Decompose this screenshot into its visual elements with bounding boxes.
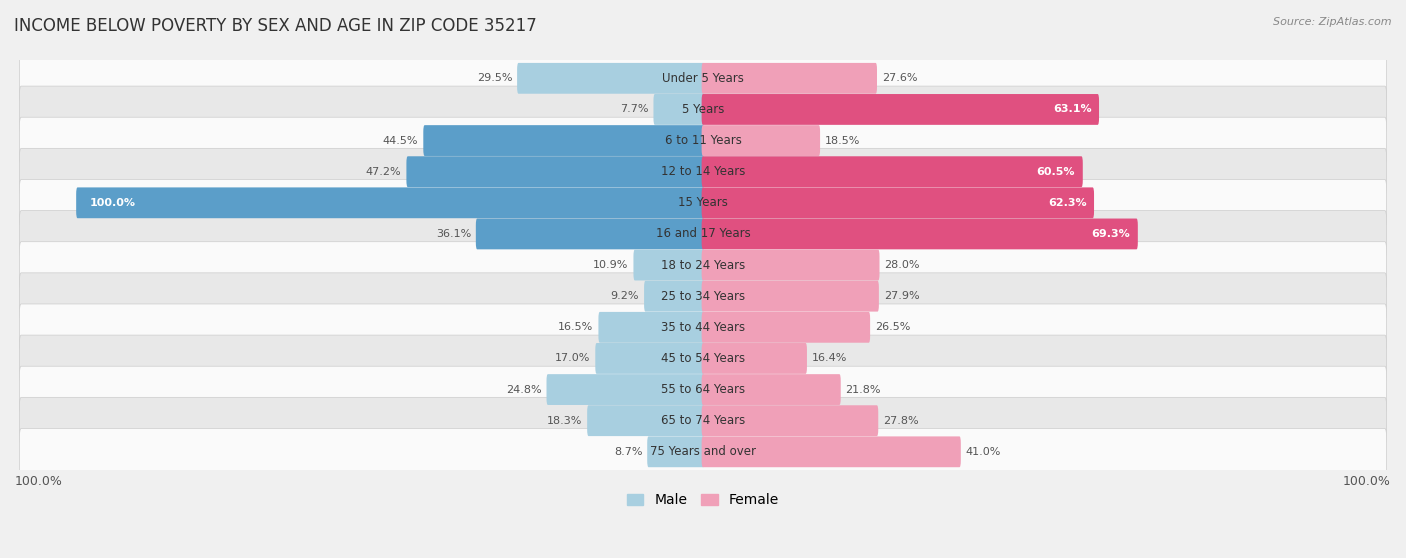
Text: 18.5%: 18.5% [825,136,860,146]
FancyBboxPatch shape [702,187,1094,218]
FancyBboxPatch shape [20,242,1386,288]
FancyBboxPatch shape [20,117,1386,164]
Text: 26.5%: 26.5% [875,323,910,333]
Text: Under 5 Years: Under 5 Years [662,72,744,85]
FancyBboxPatch shape [588,405,704,436]
Text: 65 to 74 Years: 65 to 74 Years [661,414,745,427]
Text: 100.0%: 100.0% [90,198,136,208]
FancyBboxPatch shape [20,397,1386,444]
Text: INCOME BELOW POVERTY BY SEX AND AGE IN ZIP CODE 35217: INCOME BELOW POVERTY BY SEX AND AGE IN Z… [14,17,537,35]
Text: 10.9%: 10.9% [593,260,628,270]
FancyBboxPatch shape [423,125,704,156]
FancyBboxPatch shape [599,312,704,343]
Text: 45 to 54 Years: 45 to 54 Years [661,352,745,365]
Text: 36.1%: 36.1% [436,229,471,239]
Text: 16.4%: 16.4% [811,353,848,363]
FancyBboxPatch shape [517,63,704,94]
FancyBboxPatch shape [20,86,1386,133]
FancyBboxPatch shape [702,94,1099,125]
Legend: Male, Female: Male, Female [621,488,785,513]
FancyBboxPatch shape [702,125,820,156]
Text: 15 Years: 15 Years [678,196,728,209]
FancyBboxPatch shape [702,249,880,281]
FancyBboxPatch shape [20,304,1386,350]
Text: 9.2%: 9.2% [610,291,640,301]
Text: 12 to 14 Years: 12 to 14 Years [661,165,745,178]
Text: 16.5%: 16.5% [558,323,593,333]
Text: 6 to 11 Years: 6 to 11 Years [665,134,741,147]
Text: 18 to 24 Years: 18 to 24 Years [661,258,745,272]
Text: 27.8%: 27.8% [883,416,918,426]
Text: 44.5%: 44.5% [382,136,419,146]
FancyBboxPatch shape [547,374,704,405]
Text: Source: ZipAtlas.com: Source: ZipAtlas.com [1274,17,1392,27]
FancyBboxPatch shape [702,281,879,311]
FancyBboxPatch shape [475,219,704,249]
Text: 41.0%: 41.0% [966,447,1001,457]
FancyBboxPatch shape [20,429,1386,475]
Text: 60.5%: 60.5% [1036,167,1076,177]
Text: 35 to 44 Years: 35 to 44 Years [661,321,745,334]
Text: 16 and 17 Years: 16 and 17 Years [655,228,751,240]
Text: 7.7%: 7.7% [620,104,648,114]
FancyBboxPatch shape [20,366,1386,413]
FancyBboxPatch shape [654,94,704,125]
FancyBboxPatch shape [644,281,704,311]
Text: 100.0%: 100.0% [15,475,63,488]
Text: 5 Years: 5 Years [682,103,724,116]
Text: 29.5%: 29.5% [477,73,512,83]
FancyBboxPatch shape [702,343,807,374]
FancyBboxPatch shape [702,63,877,94]
FancyBboxPatch shape [634,249,704,281]
Text: 25 to 34 Years: 25 to 34 Years [661,290,745,302]
FancyBboxPatch shape [20,273,1386,320]
Text: 100.0%: 100.0% [1343,475,1391,488]
Text: 47.2%: 47.2% [366,167,402,177]
Text: 27.9%: 27.9% [884,291,920,301]
FancyBboxPatch shape [406,156,704,187]
FancyBboxPatch shape [702,374,841,405]
FancyBboxPatch shape [647,436,704,467]
FancyBboxPatch shape [76,187,704,218]
Text: 8.7%: 8.7% [614,447,643,457]
Text: 27.6%: 27.6% [882,73,917,83]
Text: 63.1%: 63.1% [1053,104,1091,114]
Text: 28.0%: 28.0% [884,260,920,270]
Text: 62.3%: 62.3% [1047,198,1087,208]
Text: 55 to 64 Years: 55 to 64 Years [661,383,745,396]
FancyBboxPatch shape [20,210,1386,257]
Text: 24.8%: 24.8% [506,384,541,395]
FancyBboxPatch shape [702,436,960,467]
FancyBboxPatch shape [20,180,1386,226]
FancyBboxPatch shape [20,55,1386,102]
Text: 21.8%: 21.8% [845,384,882,395]
FancyBboxPatch shape [702,219,1137,249]
FancyBboxPatch shape [702,405,879,436]
Text: 69.3%: 69.3% [1091,229,1130,239]
FancyBboxPatch shape [702,156,1083,187]
Text: 75 Years and over: 75 Years and over [650,445,756,458]
FancyBboxPatch shape [20,335,1386,382]
Text: 18.3%: 18.3% [547,416,582,426]
FancyBboxPatch shape [595,343,704,374]
FancyBboxPatch shape [20,148,1386,195]
FancyBboxPatch shape [702,312,870,343]
Text: 17.0%: 17.0% [555,353,591,363]
